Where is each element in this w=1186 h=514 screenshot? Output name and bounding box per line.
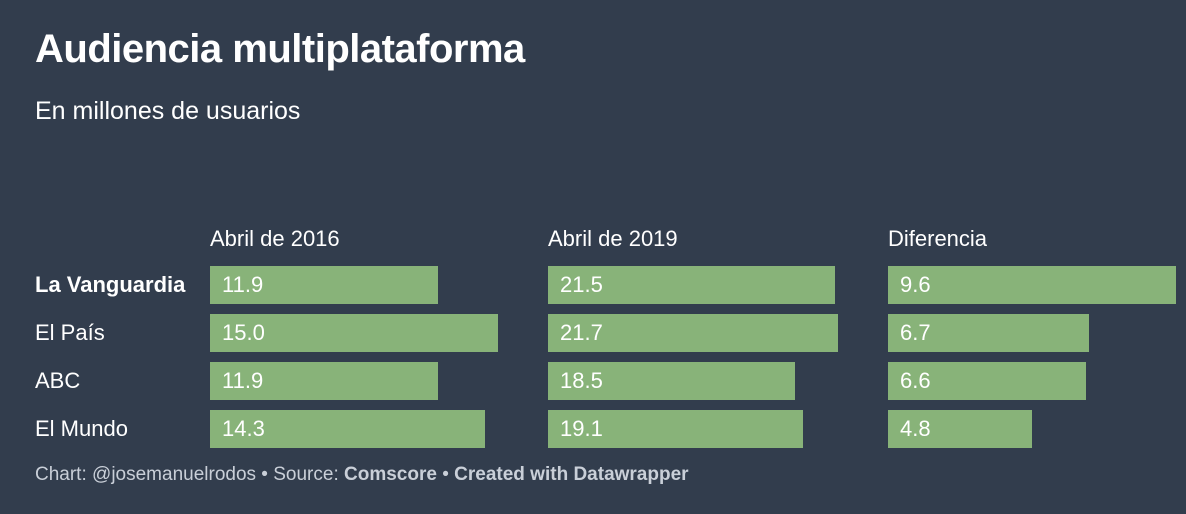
bar-value-label: 19.1 <box>560 416 603 441</box>
footer-created-with: Created with Datawrapper <box>454 464 689 485</box>
bar: 21.5 <box>548 266 835 304</box>
bar-value-label: 9.6 <box>900 272 931 297</box>
row-label: El Mundo <box>35 416 128 441</box>
bar: 11.9 <box>210 362 438 400</box>
bar: 19.1 <box>548 410 803 448</box>
bar-value-label: 21.5 <box>560 272 603 297</box>
row-label: ABC <box>35 368 81 393</box>
row-label: El País <box>35 320 105 345</box>
bar-value-label: 15.0 <box>222 320 265 345</box>
column-header: Diferencia <box>888 226 988 251</box>
bar: 18.5 <box>548 362 795 400</box>
footer-separator: • <box>436 464 455 485</box>
bar-value-label: 4.8 <box>900 416 931 441</box>
row-label: La Vanguardia <box>35 272 186 297</box>
bar: 15.0 <box>210 314 498 352</box>
bar: 9.6 <box>888 266 1176 304</box>
bar-value-label: 21.7 <box>560 320 603 345</box>
bar-value-label: 11.9 <box>222 272 264 297</box>
footer-author: @josemanuelrodos <box>92 464 257 485</box>
bar: 4.8 <box>888 410 1032 448</box>
bar-value-label: 18.5 <box>560 368 603 393</box>
column-header: Abril de 2016 <box>210 226 340 251</box>
bar: 14.3 <box>210 410 485 448</box>
bar: 11.9 <box>210 266 438 304</box>
footer-chart-prefix: Chart: <box>35 464 93 485</box>
bar-value-label: 14.3 <box>222 416 265 441</box>
footer-source: Comscore <box>344 464 437 485</box>
bar: 21.7 <box>548 314 838 352</box>
bar-value-label: 6.6 <box>900 368 931 393</box>
bar: 6.6 <box>888 362 1086 400</box>
bar-value-label: 11.9 <box>222 368 264 393</box>
footer-source-prefix: Source: <box>273 464 345 485</box>
bar: 6.7 <box>888 314 1089 352</box>
bar-value-label: 6.7 <box>900 320 931 345</box>
chart-subtitle: En millones de usuarios <box>35 97 301 125</box>
chart-title: Audiencia multiplataforma <box>35 27 525 71</box>
column-header: Abril de 2019 <box>548 226 678 251</box>
chart-footer: Chart: @josemanuelrodos • Source: Comsco… <box>35 464 689 486</box>
footer-separator: • <box>256 464 274 485</box>
